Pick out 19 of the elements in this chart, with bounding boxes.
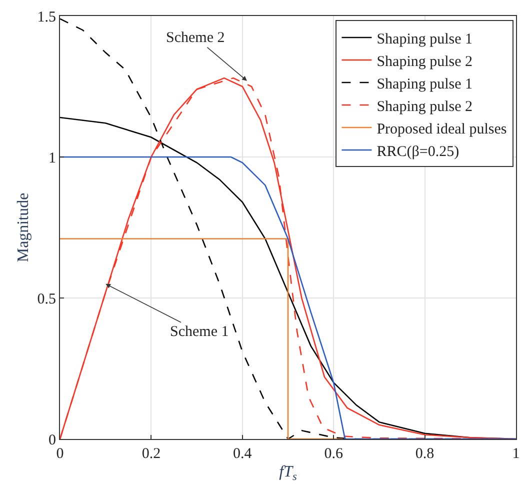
x-tick-label: 1 bbox=[512, 446, 520, 462]
legend-label: Shaping pulse 1 bbox=[376, 76, 473, 92]
annotation: Scheme 2 bbox=[166, 30, 225, 46]
y-axis-title: Magnitude bbox=[15, 192, 32, 262]
x-tick-label: 0.2 bbox=[142, 446, 161, 462]
legend-label: RRC(β=0.25) bbox=[376, 144, 460, 160]
legend-label: Proposed ideal pulses bbox=[376, 121, 507, 138]
y-tick-label: 0.5 bbox=[37, 291, 56, 308]
y-tick-label: 1 bbox=[48, 150, 56, 166]
y-tick-label: 1.5 bbox=[37, 9, 56, 26]
x-axis-title: fT$_{s}$ bbox=[279, 464, 298, 484]
y-tick-label: 0 bbox=[48, 432, 56, 448]
x-tick-label: 0.4 bbox=[233, 446, 252, 462]
x-tick-label: 0.6 bbox=[324, 446, 344, 462]
legend-label: Shaping pulse 2 bbox=[376, 54, 473, 70]
annotation: Scheme 1 bbox=[170, 324, 229, 340]
legend-label: Shaping pulse 2 bbox=[376, 98, 473, 115]
x-tick-label: 0.8 bbox=[415, 446, 434, 462]
legend-label: Shaping pulse 1 bbox=[376, 31, 473, 48]
